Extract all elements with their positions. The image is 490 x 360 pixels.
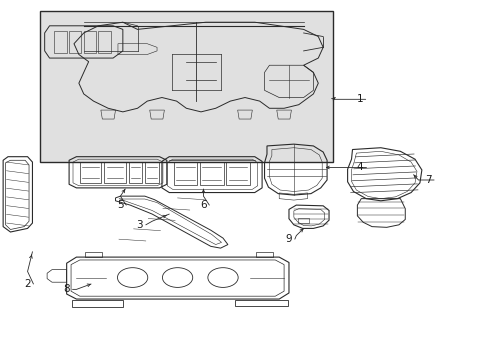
Text: 3: 3 <box>137 220 143 230</box>
Text: 1: 1 <box>357 94 363 104</box>
Text: 2: 2 <box>24 279 31 289</box>
Text: 6: 6 <box>200 200 207 210</box>
Text: 4: 4 <box>357 162 363 172</box>
Text: 8: 8 <box>63 284 70 294</box>
Text: 9: 9 <box>286 234 293 244</box>
Text: 5: 5 <box>117 200 123 210</box>
FancyBboxPatch shape <box>40 12 333 162</box>
Text: 7: 7 <box>425 175 432 185</box>
